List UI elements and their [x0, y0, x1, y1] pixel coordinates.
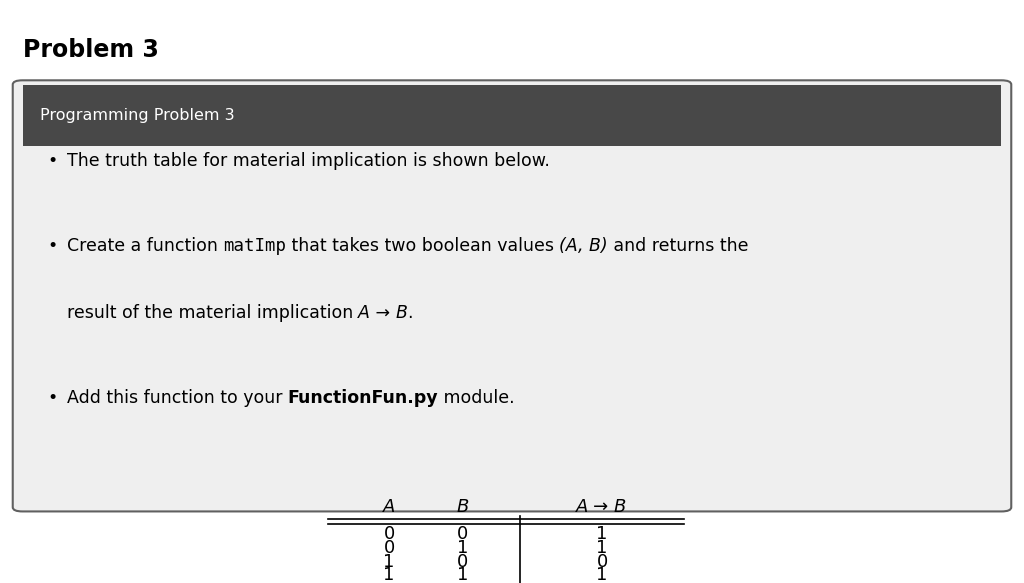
Text: 1: 1: [596, 567, 608, 583]
Text: .: .: [408, 304, 413, 322]
Text: Problem 3: Problem 3: [23, 38, 159, 62]
Text: 0: 0: [458, 525, 468, 543]
Text: A → B: A → B: [577, 498, 628, 517]
Text: A: A: [358, 304, 371, 322]
Text: 1: 1: [383, 553, 395, 571]
Text: B: B: [395, 304, 408, 322]
Text: Programming Problem 3: Programming Problem 3: [40, 108, 234, 122]
Text: (A, B): (A, B): [559, 237, 608, 255]
Text: 0: 0: [384, 525, 394, 543]
Text: 1: 1: [457, 567, 469, 583]
Text: →: →: [371, 304, 395, 322]
Text: 0: 0: [458, 553, 468, 571]
Text: matImp: matImp: [223, 237, 286, 255]
FancyBboxPatch shape: [12, 80, 1012, 511]
Text: 1: 1: [596, 525, 608, 543]
Text: 1: 1: [596, 539, 608, 557]
Text: result of the material implication: result of the material implication: [67, 304, 358, 322]
Text: B: B: [457, 498, 469, 517]
Text: The truth table for material implication is shown below.: The truth table for material implication…: [67, 152, 550, 170]
Bar: [23, 85, 1001, 146]
Text: •: •: [47, 152, 57, 170]
Text: 0: 0: [597, 553, 607, 571]
Text: •: •: [47, 389, 57, 407]
Text: and returns the: and returns the: [608, 237, 749, 255]
Text: •: •: [47, 237, 57, 255]
Text: Create a function: Create a function: [67, 237, 223, 255]
Text: A: A: [383, 498, 395, 517]
Text: FunctionFun.py: FunctionFun.py: [288, 389, 438, 407]
Text: Add this function to your: Add this function to your: [67, 389, 288, 407]
Text: module.: module.: [438, 389, 515, 407]
Text: 1: 1: [383, 567, 395, 583]
Text: 1: 1: [457, 539, 469, 557]
Text: that takes two boolean values: that takes two boolean values: [286, 237, 559, 255]
Text: 0: 0: [384, 539, 394, 557]
